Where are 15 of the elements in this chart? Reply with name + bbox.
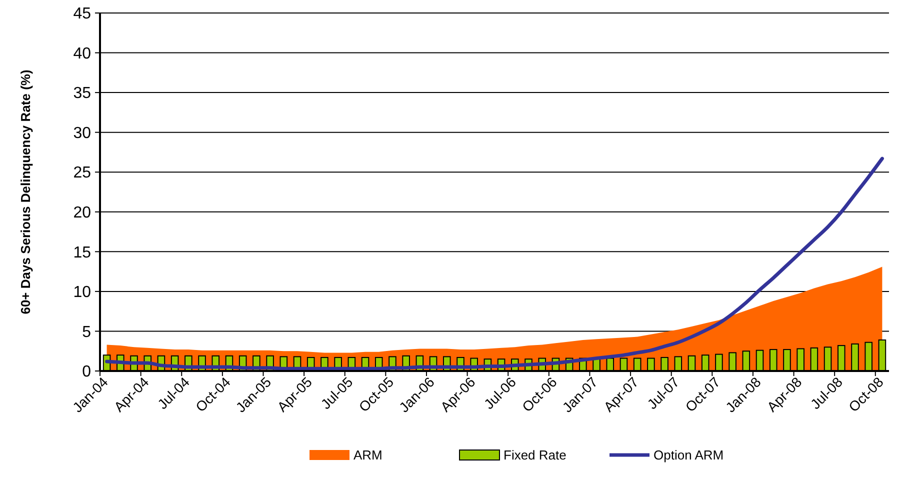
y-tick-label: 5 bbox=[82, 324, 92, 341]
y-tick-label: 25 bbox=[73, 164, 92, 182]
legend-label: Fixed Rate bbox=[504, 448, 566, 463]
y-tick-label: 20 bbox=[73, 204, 92, 222]
y-tick-label: 15 bbox=[73, 244, 92, 262]
y-tick-label: 40 bbox=[73, 45, 92, 62]
y-tick-label: 0 bbox=[82, 364, 92, 381]
legend-label: ARM bbox=[354, 448, 382, 463]
legend-label: Option ARM bbox=[654, 448, 724, 463]
y-tick-label: 30 bbox=[73, 124, 92, 142]
y-axis-title: 60+ Days Serious Delinquency Rate (%) bbox=[18, 70, 33, 314]
y-tick-label: 10 bbox=[73, 284, 92, 302]
y-tick-label: 45 bbox=[73, 6, 92, 23]
line-series bbox=[105, 156, 884, 370]
y-tick-label: 35 bbox=[73, 85, 92, 102]
